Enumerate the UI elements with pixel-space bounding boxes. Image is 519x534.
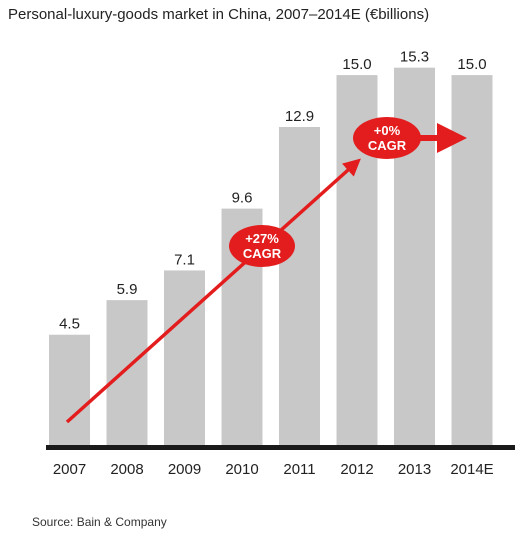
x-tick-label: 2014E [450, 461, 493, 478]
data-label: 9.6 [232, 190, 253, 207]
annotation-label: CAGR [368, 138, 407, 153]
cagr-27-callout [229, 225, 295, 267]
x-tick-label: 2010 [225, 461, 258, 478]
x-tick-label: 2012 [340, 461, 373, 478]
bar [279, 127, 320, 446]
data-label: 4.5 [59, 316, 80, 333]
data-label: 15.0 [342, 56, 371, 73]
cagr-0-callout [353, 117, 421, 159]
annotation-label: CAGR [243, 246, 282, 261]
x-tick-label: 2011 [283, 461, 315, 478]
chart-source: Source: Bain & Company [32, 515, 167, 529]
data-label: 15.0 [457, 56, 486, 73]
baseline-axis [46, 445, 515, 450]
x-tick-label: 2013 [398, 461, 431, 478]
cagr-arrow-2007-2012 [65, 158, 361, 424]
bar [49, 334, 90, 446]
annotation-label: +27% [245, 231, 279, 246]
x-tick-label: 2009 [168, 461, 201, 478]
x-tick-label: 2008 [110, 461, 143, 478]
bar [164, 270, 205, 446]
annotation-label: +0% [374, 123, 401, 138]
data-label: 12.9 [285, 108, 314, 125]
data-label: 7.1 [174, 251, 195, 268]
data-label: 5.9 [117, 281, 138, 298]
bar [451, 75, 493, 446]
x-tick-label: 2007 [53, 461, 86, 478]
chart-title: Personal-luxury-goods market in China, 2… [8, 6, 430, 23]
bar [106, 300, 148, 446]
data-label: 15.3 [400, 49, 429, 66]
